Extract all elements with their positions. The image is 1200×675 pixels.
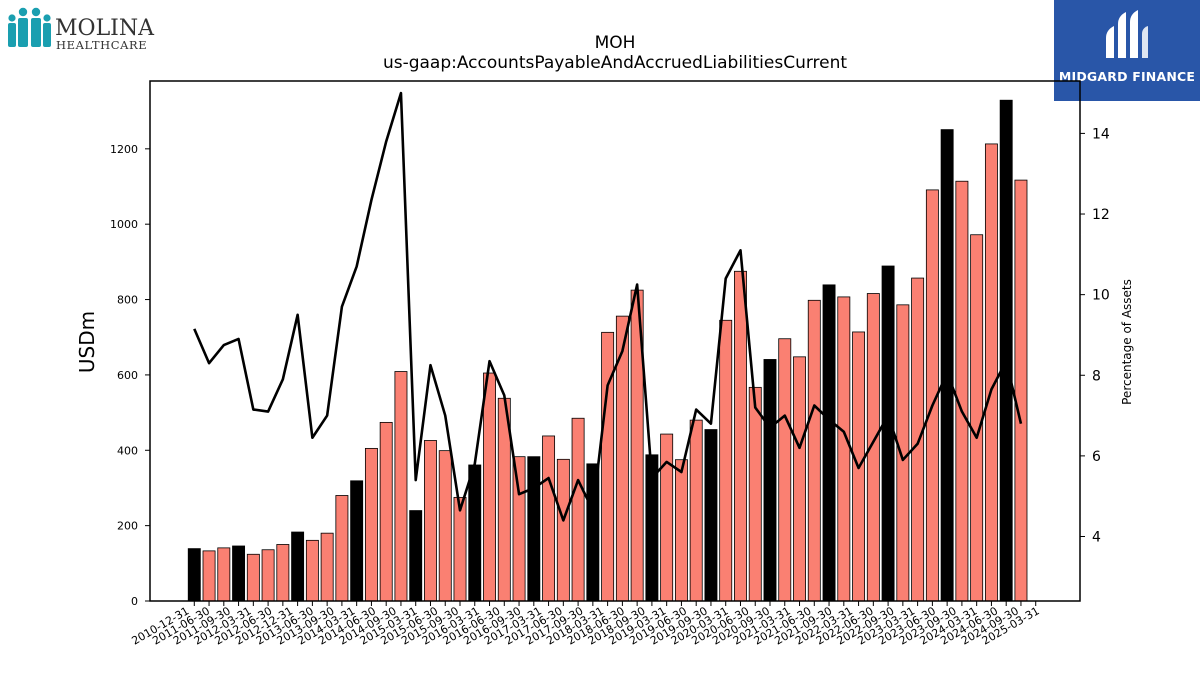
molina-logo-name: MOLINA: [55, 16, 154, 41]
bar-2020-09-30: [763, 359, 777, 602]
bars-group: [187, 99, 1028, 602]
bar-2014-12-31: [424, 440, 437, 602]
bar-2019-09-30: [704, 429, 718, 602]
bar-2021-03-31: [793, 356, 806, 602]
bar-2011-03-31: [202, 550, 216, 602]
bar-2022-12-31: [896, 304, 910, 602]
bar-2021-09-30: [822, 284, 836, 602]
bar-2013-06-30: [335, 495, 349, 602]
bar-2023-03-31: [911, 277, 925, 602]
bar-2020-06-30: [748, 386, 762, 602]
bar-2013-12-31: [364, 447, 378, 602]
y-tick-label: 1000: [110, 218, 138, 231]
bar-2024-06-30: [984, 143, 998, 602]
bar-2015-09-30: [468, 464, 482, 602]
bar-2019-03-31: [674, 459, 688, 602]
midgard-logo-name: MIDGARD FINANCE: [1058, 69, 1196, 84]
axes-group: 0200400600800100012004681012142010-12-31…: [110, 80, 1110, 648]
bar-2013-03-31: [320, 532, 334, 602]
y2-tick-label: 6: [1092, 449, 1101, 465]
y-tick-label: 1200: [110, 143, 138, 156]
bar-2024-09-30: [999, 99, 1013, 602]
bar-2015-12-31: [483, 372, 496, 602]
bar-2022-09-30: [881, 265, 895, 602]
y-tick-label: 200: [117, 520, 138, 533]
bar-2011-12-31: [246, 553, 260, 602]
bar-2023-09-30: [940, 129, 954, 602]
midgard-mark-icon: [1106, 10, 1148, 58]
bar-2021-06-30: [807, 299, 821, 602]
bar-2023-12-31: [955, 180, 969, 602]
percentage-line: [193, 91, 1023, 522]
y-tick-label: 600: [117, 369, 138, 382]
bar-2020-12-31: [778, 338, 792, 602]
chart-title: MOH: [595, 33, 636, 53]
midgard-logo: MIDGARD FINANCE: [1054, 0, 1200, 101]
y-tick-label: 0: [131, 595, 138, 608]
bar-2016-09-30: [527, 456, 541, 602]
bar-2024-12-31: [1014, 179, 1028, 602]
bar-2012-03-31: [261, 549, 275, 602]
chart-subtitle: us-gaap:AccountsPayableAndAccruedLiabili…: [383, 53, 847, 73]
bar-2012-12-31: [305, 539, 319, 602]
y2-axis-label: Percentage of Assets: [1120, 279, 1134, 405]
bar-2017-06-30: [571, 417, 585, 602]
bar-2010-12-31: [187, 548, 201, 602]
y-tick-label: 800: [117, 294, 138, 307]
bar-2024-03-31: [970, 234, 984, 602]
plot-frame: [149, 80, 1081, 602]
bar-2013-09-30: [350, 480, 364, 602]
bar-2012-09-30: [291, 531, 305, 602]
y-axis-label: USDm: [75, 311, 99, 373]
y2-tick-label: 4: [1092, 530, 1101, 546]
bar-2011-06-30: [217, 547, 231, 602]
y2-tick-label: 12: [1092, 207, 1110, 223]
bar-2017-03-31: [556, 458, 570, 602]
bar-2020-03-31: [734, 270, 747, 602]
y2-tick-label: 8: [1092, 368, 1101, 384]
y-tick-label: 400: [117, 444, 138, 457]
line-group: [193, 91, 1023, 522]
bar-2018-12-31: [660, 433, 674, 602]
bar-2014-09-30: [409, 510, 423, 602]
bar-2015-03-31: [438, 450, 452, 602]
molina-logo: MOLINA HEALTHCARE: [6, 6, 156, 52]
bar-2011-09-30: [232, 545, 246, 602]
molina-logo-sub: HEALTHCARE: [56, 38, 148, 52]
bar-2016-12-31: [542, 435, 556, 602]
y2-tick-label: 14: [1092, 126, 1110, 142]
bar-2015-06-30: [453, 496, 467, 602]
bar-2014-06-30: [394, 371, 408, 602]
molina-people-icon: [8, 7, 51, 47]
y2-tick-label: 10: [1092, 288, 1110, 304]
bar-2016-06-30: [512, 456, 526, 602]
bar-2014-03-31: [379, 421, 393, 602]
bar-2021-12-31: [837, 296, 851, 602]
bar-2012-06-30: [276, 544, 290, 602]
bar-2019-12-31: [719, 319, 733, 602]
bar-2019-06-30: [689, 419, 703, 602]
